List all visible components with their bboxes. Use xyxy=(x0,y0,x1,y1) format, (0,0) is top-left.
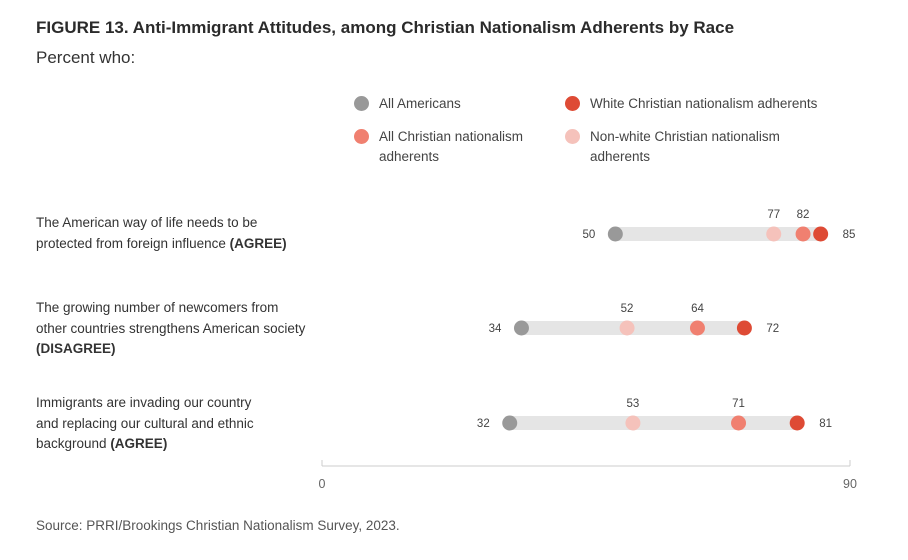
data-label: 50 xyxy=(583,229,596,241)
data-label: 71 xyxy=(732,398,745,410)
legend-label: All Christian nationalism adherents xyxy=(379,129,524,164)
chart-subtitle: Percent who: xyxy=(36,48,136,67)
data-point-all_americans xyxy=(502,415,518,431)
data-label: 77 xyxy=(767,209,780,221)
data-label: 72 xyxy=(766,323,779,335)
row-label-text: The growing number of newcomers from oth… xyxy=(36,300,306,336)
legend-item-all-americans: All Americans xyxy=(354,94,564,114)
row-label-text: Immigrants are invading our country and … xyxy=(36,395,254,451)
row-label-3: Immigrants are invading our country and … xyxy=(36,393,276,455)
data-point-all_cn xyxy=(689,320,705,336)
x-tick-label: 90 xyxy=(843,477,857,491)
data-point-white_cn xyxy=(736,320,752,336)
data-point-nonwhite_cn xyxy=(625,415,641,431)
data-point-all_cn xyxy=(795,226,811,242)
row-label-1: The American way of life needs to be pro… xyxy=(36,213,306,254)
legend-label: All Americans xyxy=(379,96,461,111)
data-label: 52 xyxy=(621,303,634,315)
legend-item-nonwhite-cn: Non-white Christian nationalism adherent… xyxy=(565,127,815,167)
legend-label: White Christian nationalism adherents xyxy=(590,96,818,111)
legend-label: Non-white Christian nationalism adherent… xyxy=(590,129,780,164)
data-point-nonwhite_cn xyxy=(766,226,782,242)
legend-item-all-cn: All Christian nationalism adherents xyxy=(354,127,549,167)
legend-item-white-cn: White Christian nationalism adherents xyxy=(565,94,890,114)
data-point-white_cn xyxy=(813,226,829,242)
data-label: 82 xyxy=(797,209,810,221)
x-tick-label: 0 xyxy=(319,477,326,491)
row-label-tag: (AGREE) xyxy=(110,436,168,451)
data-label: 34 xyxy=(489,323,502,335)
row-label-tag: (AGREE) xyxy=(229,235,287,251)
data-label: 85 xyxy=(843,229,856,241)
chart-title: FIGURE 13. Anti-Immigrant Attitudes, amo… xyxy=(36,18,735,37)
data-label: 53 xyxy=(627,398,640,410)
data-label: 64 xyxy=(691,303,704,315)
data-label: 81 xyxy=(819,418,832,430)
row-label-tag: (DISAGREE) xyxy=(36,341,116,356)
data-label: 32 xyxy=(477,418,490,430)
legend-marker-all-americans xyxy=(354,96,369,111)
source-note: Source: PRRI/Brookings Christian Nationa… xyxy=(36,518,400,533)
legend-marker-white-cn xyxy=(565,96,580,111)
row-label-text: The American way of life needs to be pro… xyxy=(36,215,258,251)
legend-marker-all-cn xyxy=(354,129,369,144)
legend-marker-nonwhite-cn xyxy=(565,129,580,144)
data-point-all_americans xyxy=(513,320,529,336)
row-label-2: The growing number of newcomers from oth… xyxy=(36,298,311,360)
data-point-nonwhite_cn xyxy=(619,320,635,336)
data-point-all_cn xyxy=(731,415,747,431)
data-point-white_cn xyxy=(789,415,805,431)
data-point-all_americans xyxy=(607,226,623,242)
